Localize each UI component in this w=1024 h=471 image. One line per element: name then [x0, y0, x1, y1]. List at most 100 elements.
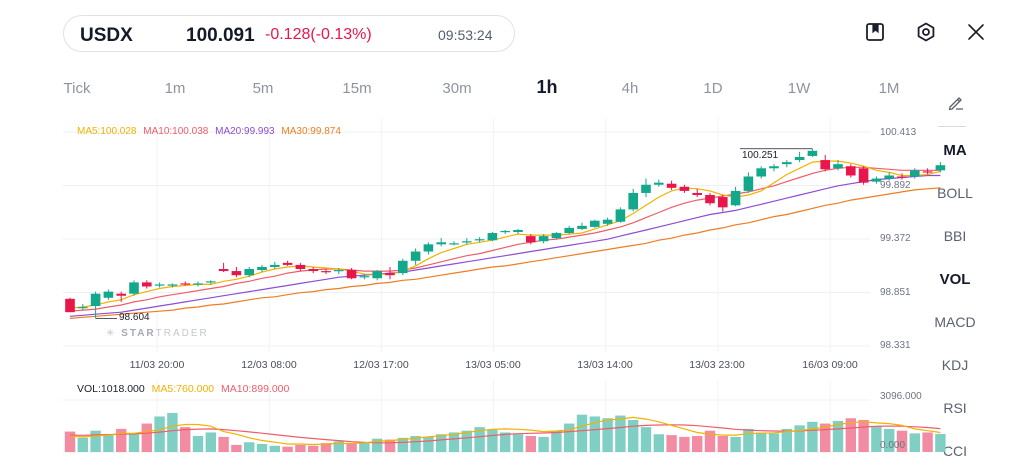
- candle-down: [321, 271, 331, 273]
- ma20-legend: MA20:99.993: [215, 126, 275, 137]
- bookmark-icon[interactable]: [864, 21, 886, 43]
- timeframe-tabs: Tick 1m 5m 15m 30m 1h 4h 1D 1W 1M: [0, 77, 920, 104]
- indicator-vol[interactable]: VOL: [939, 271, 971, 288]
- x-tick-label: 13/03 05:00: [465, 359, 521, 371]
- candle-up: [615, 209, 626, 222]
- ma30-legend: MA30:99.874: [281, 126, 341, 137]
- candle-up: [551, 233, 562, 239]
- candle-up: [884, 175, 894, 179]
- close-icon[interactable]: [965, 21, 987, 43]
- ma5-line: [69, 160, 941, 309]
- volume-bar-up: [730, 436, 741, 452]
- x-tick-label: 13/03 23:00: [689, 359, 745, 371]
- indicator-ma[interactable]: MA: [943, 142, 967, 159]
- candle-down: [718, 197, 728, 208]
- watermark-suffix: TRADER: [155, 328, 209, 339]
- candle-up: [833, 164, 843, 169]
- indicator-kdj[interactable]: KDJ: [941, 357, 969, 373]
- indicator-macd[interactable]: MACD: [934, 314, 976, 330]
- candle-down: [346, 270, 357, 279]
- volume-bar-up: [423, 436, 434, 452]
- volume-bar-up: [909, 433, 920, 452]
- volume-bar-up: [653, 434, 664, 452]
- candle-up: [910, 170, 920, 177]
- y-tick-label: 100.413: [880, 127, 917, 138]
- candle-down: [922, 171, 933, 173]
- vol-y-tick-label: 3096.000: [880, 391, 922, 402]
- tab-1mo[interactable]: 1M: [878, 80, 900, 97]
- x-tick-label: 12/03 08:00: [241, 359, 297, 371]
- volume-bar-up: [333, 441, 344, 452]
- volume-bar-up: [589, 416, 600, 452]
- volume-bar-up: [538, 436, 549, 452]
- tab-1h[interactable]: 1h: [536, 77, 558, 97]
- volume-bar-down: [896, 430, 908, 452]
- low-annotation: 98.604: [119, 312, 150, 323]
- volume-bar-up: [269, 445, 280, 452]
- candle-up: [538, 236, 549, 242]
- candle-up: [372, 271, 382, 279]
- candle-down: [385, 273, 395, 276]
- candle-down: [705, 195, 715, 204]
- candle-up: [90, 293, 101, 307]
- volume-bar-up: [564, 423, 575, 452]
- volume-bar-up: [372, 438, 383, 452]
- volume-bar-down: [922, 432, 933, 452]
- volume-bar-down: [679, 436, 690, 452]
- tab-15m[interactable]: 15m: [342, 80, 372, 97]
- candle-down: [116, 293, 126, 296]
- volume-bar-up: [743, 428, 754, 452]
- candle-down: [679, 186, 690, 191]
- volume-bar-down: [384, 439, 396, 452]
- indicator-boll[interactable]: BOLL: [937, 185, 973, 201]
- volume-bar-up: [487, 429, 498, 452]
- tab-1d[interactable]: 1D: [703, 80, 723, 97]
- tab-5m[interactable]: 5m: [252, 80, 274, 97]
- volume-bar-up: [615, 415, 626, 452]
- indicator-rsi[interactable]: RSI: [943, 400, 967, 416]
- quote-header: USDX 100.091 -0.128(-0.13%) 09:53:24: [63, 15, 515, 52]
- volume-bar-up: [551, 430, 562, 452]
- candle-down: [282, 262, 293, 265]
- tab-30m[interactable]: 30m: [442, 80, 472, 97]
- y-tick-label: 98.331: [880, 340, 911, 351]
- candle-up: [206, 281, 216, 283]
- tab-1m[interactable]: 1m: [164, 80, 186, 97]
- vol-y-tick-label: 0.000: [880, 440, 906, 451]
- ma20-line: [69, 174, 941, 317]
- candle-down: [897, 176, 907, 178]
- volume-bar-up: [167, 412, 178, 452]
- candle-up: [78, 307, 88, 309]
- candle-up: [436, 242, 446, 245]
- volume-bar-down: [717, 436, 728, 452]
- volume-bar-down: [820, 423, 831, 452]
- volume-bar-down: [320, 443, 332, 452]
- tab-1w[interactable]: 1W: [787, 80, 811, 97]
- candle-up: [423, 244, 434, 252]
- candle-up: [794, 156, 805, 161]
- candle-up: [807, 150, 818, 156]
- volume-bar-down: [308, 445, 319, 452]
- volume-bar-down: [141, 423, 152, 452]
- settings-icon[interactable]: [915, 21, 937, 43]
- y-tick-label: 99.892: [880, 180, 911, 191]
- watermark-prefix: STAR: [121, 328, 156, 339]
- price-change: -0.128(-0.13%): [265, 26, 372, 43]
- price-value: 100.091: [186, 25, 255, 46]
- candle-down: [180, 283, 190, 285]
- candle-down: [666, 183, 677, 188]
- indicator-bbi[interactable]: BBI: [943, 228, 967, 244]
- volume-bar-up: [500, 432, 511, 452]
- candle-up: [743, 176, 754, 191]
- candle-up: [513, 229, 523, 233]
- volume-bar-down: [295, 444, 306, 452]
- candle-up: [654, 182, 664, 185]
- indicator-cci[interactable]: CCI: [942, 443, 968, 459]
- volume-bar-up: [512, 434, 524, 452]
- volume-bar-up: [205, 432, 216, 452]
- tab-tick[interactable]: Tick: [63, 80, 91, 97]
- draw-tool-icon[interactable]: [946, 92, 966, 112]
- x-tick-label: 13/03 14:00: [577, 359, 633, 371]
- tab-4h[interactable]: 4h: [621, 80, 639, 97]
